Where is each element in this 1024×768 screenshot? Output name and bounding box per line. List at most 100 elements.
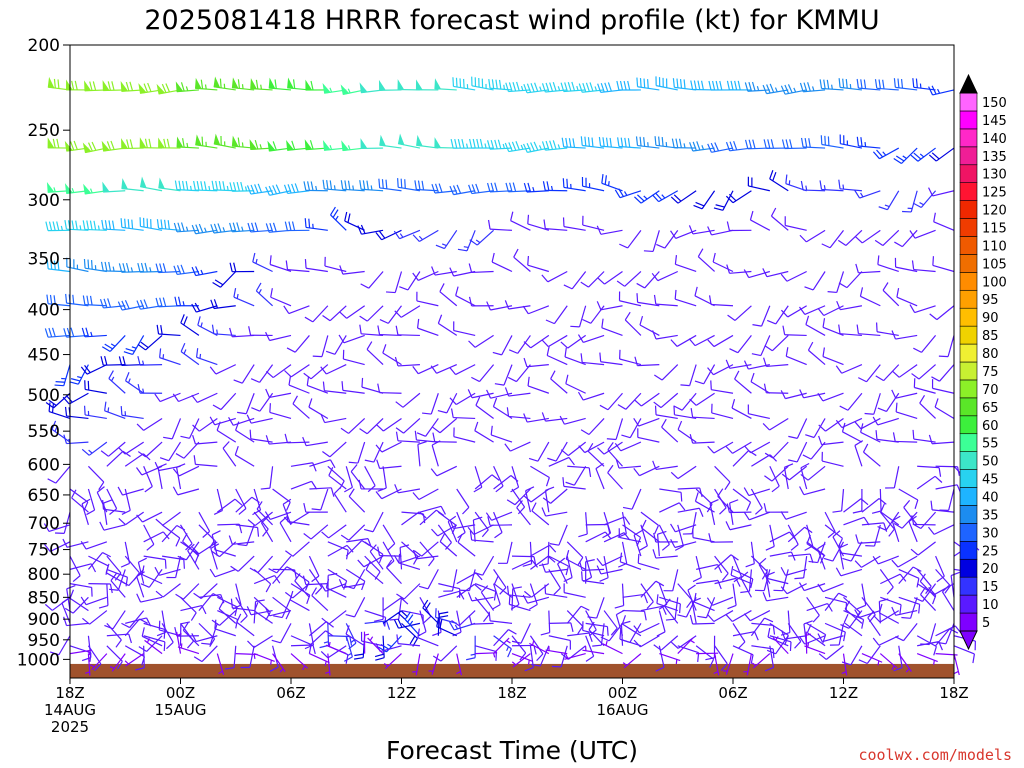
colorbar-tick-label: 35 — [982, 508, 999, 523]
wind-barb — [328, 466, 347, 490]
colorbar-swatch — [959, 451, 978, 470]
wind-barb — [780, 390, 807, 400]
wind-barb — [246, 414, 273, 424]
wind-barb — [253, 575, 281, 585]
wind-barb — [105, 563, 126, 585]
wind-barb — [397, 178, 421, 192]
wind-barb — [157, 463, 167, 490]
wind-barb — [578, 512, 588, 538]
wind-barb — [175, 441, 200, 459]
wind-barb — [941, 585, 955, 611]
wind-barb — [873, 610, 900, 623]
wind-barb — [622, 609, 647, 621]
wind-barb — [422, 393, 439, 415]
wind-barb — [161, 524, 181, 547]
wind-barb — [175, 81, 199, 93]
wind-barb — [418, 569, 439, 590]
wind-barb — [673, 392, 697, 411]
wind-barb — [656, 610, 666, 637]
wind-barb — [821, 229, 844, 249]
wind-barb — [395, 431, 420, 443]
wind-barb — [882, 282, 900, 307]
wind-barb — [47, 76, 71, 91]
wind-barb — [213, 488, 224, 515]
wind-barb — [725, 359, 752, 369]
wind-barb — [212, 271, 237, 288]
wind-barb — [308, 555, 320, 583]
wind-barb — [289, 590, 310, 612]
wind-barb — [805, 315, 826, 336]
wind-barb — [529, 640, 550, 655]
wind-barb — [404, 611, 421, 637]
wind-barb — [913, 335, 937, 353]
wind-barb — [412, 364, 439, 375]
wind-barb — [932, 256, 955, 273]
wind-barb — [546, 346, 568, 366]
wind-barb — [90, 653, 108, 671]
terrain-fill — [70, 663, 954, 678]
colorbar-tick-label: 70 — [982, 383, 999, 398]
wind-barb — [767, 305, 789, 325]
wind-barb — [491, 252, 513, 273]
y-tick-label: 400 — [28, 301, 60, 321]
wind-barb — [325, 641, 347, 655]
wind-barb — [743, 511, 771, 521]
wind-barb — [743, 610, 771, 622]
wind-barb — [471, 76, 494, 91]
wind-barb — [817, 543, 826, 570]
wind-barb — [894, 623, 918, 642]
wind-barb — [46, 259, 71, 273]
wind-barb — [545, 646, 568, 655]
wind-barb — [697, 248, 715, 272]
colorbar-tick-label: 120 — [982, 204, 1007, 219]
wind-barb — [139, 217, 163, 231]
wind-barb — [841, 645, 863, 666]
wind-barb — [909, 304, 936, 314]
wind-barb — [654, 405, 678, 420]
wind-barb — [327, 572, 338, 598]
wind-barb — [544, 486, 555, 513]
wind-barb — [474, 421, 494, 443]
wind-barb — [725, 190, 752, 204]
wind-barb — [550, 370, 568, 394]
credit-link[interactable]: coolwx.com/models — [858, 746, 1012, 764]
wind-barb — [467, 389, 494, 399]
wind-barb — [807, 341, 826, 366]
colorbar-swatch — [959, 397, 978, 417]
wind-barb — [338, 334, 365, 344]
wind-barb — [640, 580, 665, 598]
wind-barb — [303, 503, 328, 513]
wind-barb — [235, 421, 255, 443]
wind-barb — [619, 229, 642, 249]
wind-barb — [102, 181, 126, 193]
wind-barb — [493, 629, 517, 647]
wind-barb — [639, 315, 660, 336]
wind-barb — [827, 271, 845, 294]
wind-barb — [566, 541, 584, 566]
wind-barb — [565, 465, 587, 486]
wind-barb — [272, 596, 291, 620]
colorbar-tick-label: 100 — [982, 275, 1007, 290]
wind-barb — [782, 325, 807, 337]
wind-barb — [260, 466, 274, 490]
wind-barb — [117, 299, 144, 311]
wind-barb — [839, 392, 863, 411]
wind-barb — [656, 229, 679, 249]
wind-barb — [747, 176, 770, 192]
wind-barb — [195, 348, 218, 366]
wind-barb — [465, 635, 476, 661]
wind-barb — [727, 305, 752, 321]
wind-barb — [835, 364, 863, 374]
wind-barb — [504, 300, 531, 310]
wind-barb — [302, 436, 328, 447]
wind-barb — [547, 441, 568, 462]
wind-barb — [137, 356, 163, 366]
colorbar-swatch — [959, 415, 978, 435]
wind-barb — [619, 349, 642, 366]
wind-barb — [511, 653, 531, 668]
wind-barb — [527, 214, 550, 231]
wind-barb — [308, 569, 323, 595]
wind-barb — [283, 183, 310, 195]
wind-barb — [652, 330, 678, 340]
wind-barb — [412, 488, 439, 501]
